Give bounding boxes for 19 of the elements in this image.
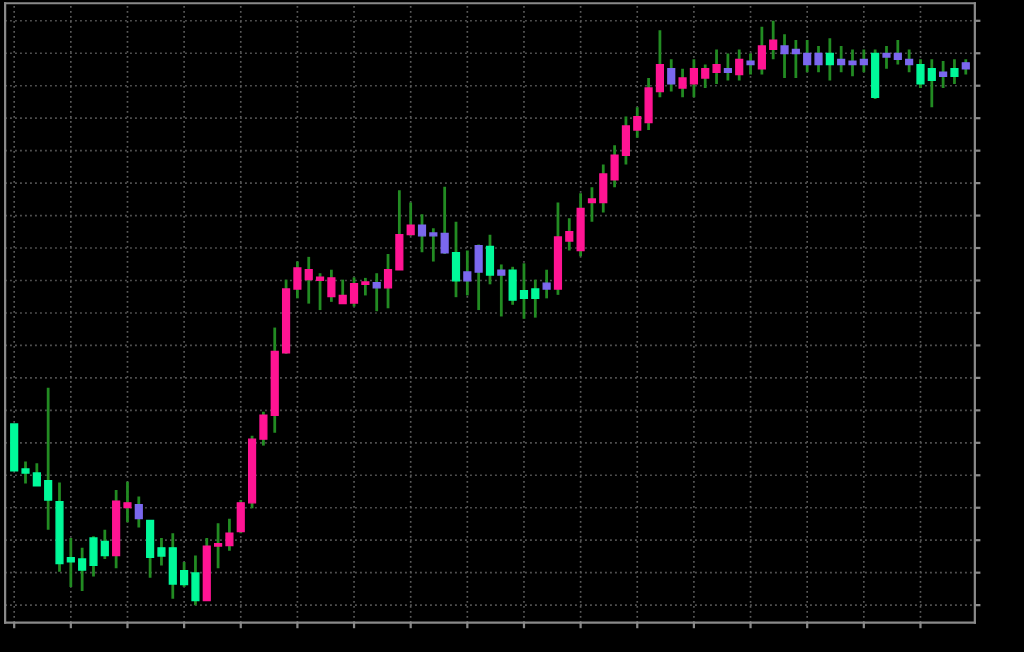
candlestick xyxy=(372,271,381,313)
candlestick xyxy=(440,185,449,256)
candlestick xyxy=(542,268,551,300)
candlestick xyxy=(746,52,755,76)
candlestick xyxy=(497,263,506,318)
candlestick xyxy=(723,52,732,82)
candlestick xyxy=(576,191,585,258)
candlestick xyxy=(825,36,834,82)
candlestick xyxy=(406,201,415,238)
candlestick xyxy=(451,220,461,299)
candlestick xyxy=(463,249,472,297)
candlestick xyxy=(950,57,959,86)
candlestick xyxy=(474,243,483,312)
candlestick xyxy=(939,59,948,90)
candlestick xyxy=(735,48,744,82)
candlestick xyxy=(134,495,143,529)
candlestick xyxy=(871,48,880,101)
candlestick xyxy=(485,233,495,286)
candlestick xyxy=(667,57,676,93)
